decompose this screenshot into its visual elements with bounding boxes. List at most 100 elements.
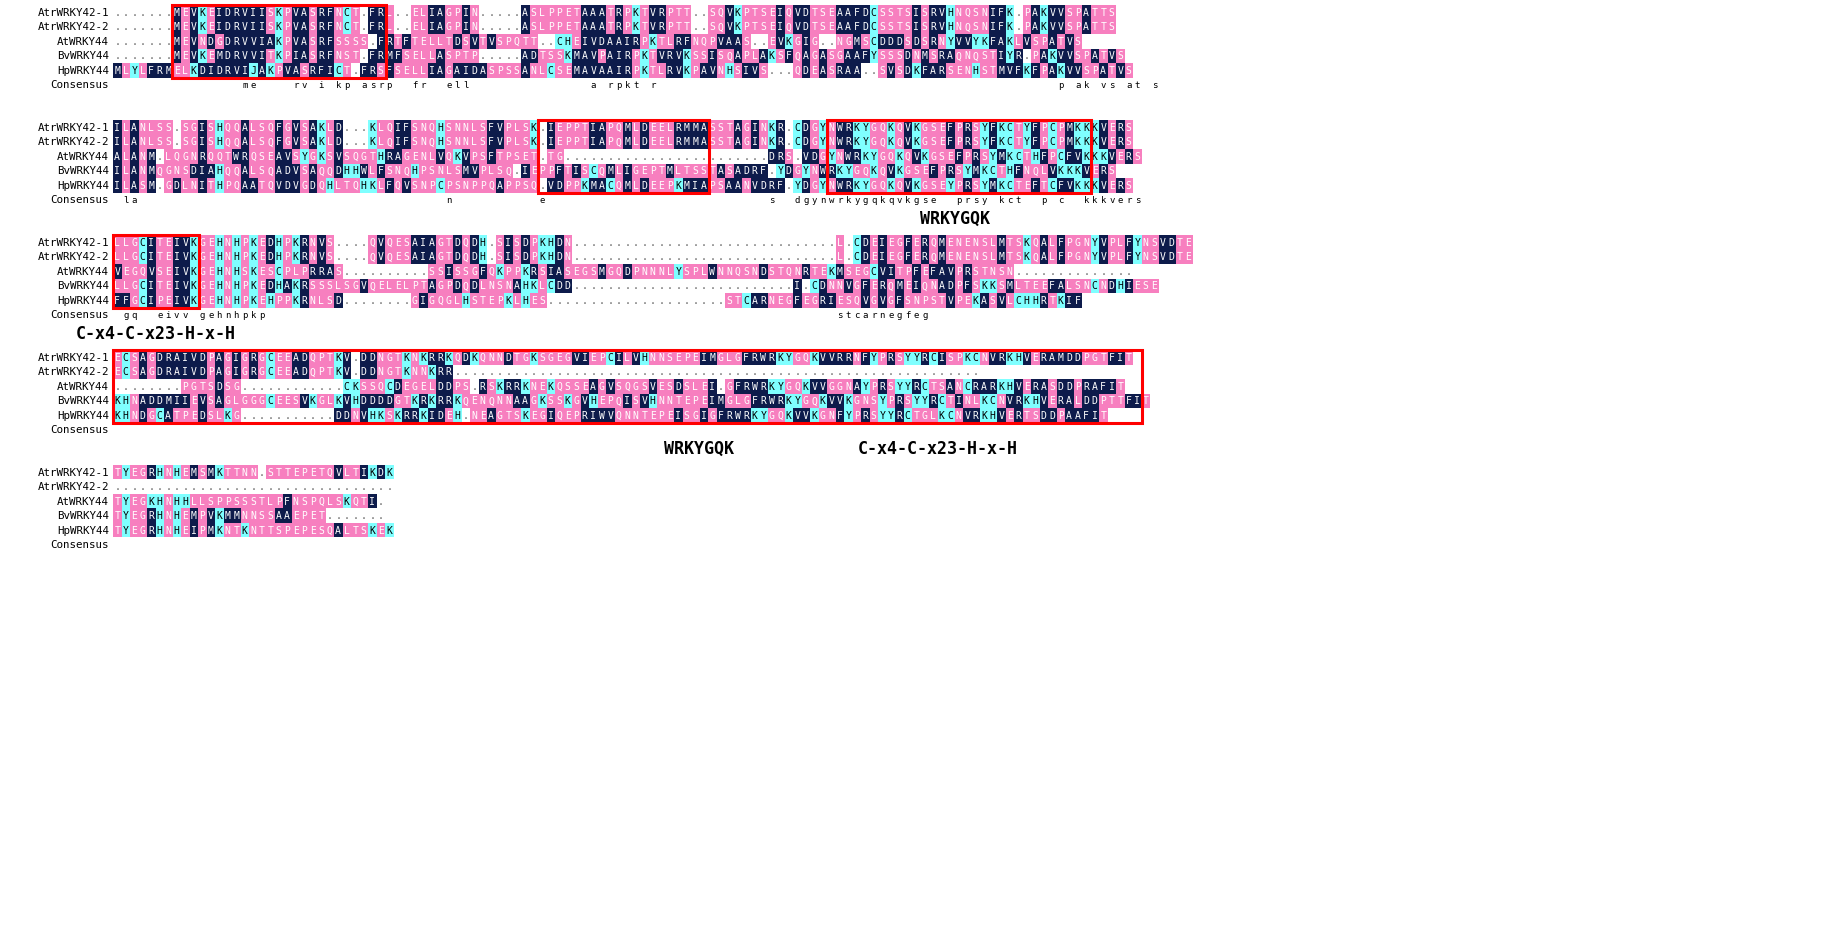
Bar (717, 5, 724, 20)
Text: R: R (318, 8, 323, 18)
Text: L: L (1040, 166, 1046, 177)
Text: P: P (412, 282, 417, 291)
Text: .: . (360, 51, 368, 61)
Text: M: M (175, 22, 180, 33)
Bar (1132, 235, 1141, 249)
Text: .: . (693, 252, 698, 262)
Bar (972, 20, 980, 34)
Text: M: M (972, 166, 978, 177)
Bar (342, 523, 351, 538)
Bar (267, 63, 274, 77)
Bar (1151, 278, 1158, 293)
Text: L: L (632, 123, 638, 133)
Text: AtWRKY44: AtWRKY44 (57, 152, 108, 162)
Bar (292, 48, 300, 63)
Text: I: I (208, 66, 213, 76)
Text: G: G (632, 382, 638, 392)
Text: C: C (140, 282, 145, 291)
Text: S: S (787, 152, 792, 162)
Text: E: E (182, 468, 187, 478)
Bar (138, 278, 147, 293)
Text: P: P (855, 411, 860, 421)
Text: F: F (327, 51, 333, 61)
Text: S: S (454, 267, 460, 277)
Text: I: I (1066, 296, 1072, 306)
Text: V: V (496, 123, 502, 133)
Bar (801, 34, 811, 48)
Text: A: A (522, 51, 528, 61)
Text: Consensus: Consensus (50, 426, 108, 435)
Text: S: S (327, 282, 333, 291)
Text: Y: Y (675, 267, 682, 277)
Bar (546, 379, 555, 393)
Text: D: D (224, 22, 232, 33)
Bar (785, 408, 792, 422)
Bar (267, 264, 274, 278)
Bar (1108, 20, 1116, 34)
Text: L: L (403, 282, 410, 291)
Bar (886, 20, 895, 34)
Bar (215, 509, 224, 523)
Bar (267, 249, 274, 264)
Text: N: N (454, 138, 460, 148)
Bar (921, 48, 928, 63)
Bar (520, 149, 529, 164)
Bar (895, 63, 904, 77)
Text: V: V (1040, 396, 1046, 406)
Text: P: P (693, 396, 698, 406)
Text: .: . (140, 37, 145, 47)
Bar (937, 264, 947, 278)
Bar (546, 350, 555, 365)
Text: F: F (684, 37, 689, 47)
Text: .: . (379, 296, 384, 306)
Text: V: V (1108, 152, 1114, 162)
Text: D: D (522, 238, 528, 248)
Text: R: R (972, 152, 978, 162)
Text: A: A (735, 123, 741, 133)
Bar (393, 350, 403, 365)
Bar (818, 164, 827, 178)
Text: E: E (564, 66, 570, 76)
Text: D: D (1049, 411, 1055, 421)
Text: S: S (667, 353, 673, 363)
Text: S: S (276, 526, 281, 536)
Bar (1073, 48, 1083, 63)
Text: H: H (175, 512, 180, 522)
Text: .: . (700, 152, 706, 162)
Text: S: S (496, 37, 502, 47)
Bar (351, 408, 360, 422)
Bar (1031, 235, 1040, 249)
Text: K: K (428, 367, 436, 378)
Text: T: T (1127, 353, 1132, 363)
Text: I: I (182, 396, 187, 406)
Text: N: N (379, 367, 384, 378)
Text: E: E (285, 396, 290, 406)
Text: .: . (651, 252, 656, 262)
Bar (267, 350, 274, 365)
Bar (649, 178, 656, 193)
Bar (316, 278, 325, 293)
Text: M: M (208, 526, 213, 536)
Bar (504, 264, 513, 278)
Bar (954, 63, 963, 77)
Bar (724, 164, 733, 178)
Text: E: E (658, 138, 664, 148)
Bar (853, 264, 860, 278)
Text: P: P (1040, 123, 1046, 133)
Bar (1040, 393, 1048, 408)
Text: V: V (879, 296, 886, 306)
Bar (1048, 34, 1057, 48)
Text: P: P (515, 181, 520, 191)
Bar (164, 393, 173, 408)
Text: S: S (447, 138, 452, 148)
Bar (954, 178, 963, 193)
Text: R: R (437, 396, 443, 406)
Bar (292, 235, 300, 249)
Bar (257, 48, 267, 63)
Text: Y: Y (820, 123, 825, 133)
Text: T: T (267, 51, 274, 61)
Bar (1090, 120, 1099, 135)
Bar (792, 164, 801, 178)
Text: A: A (1092, 51, 1097, 61)
Bar (224, 135, 232, 149)
